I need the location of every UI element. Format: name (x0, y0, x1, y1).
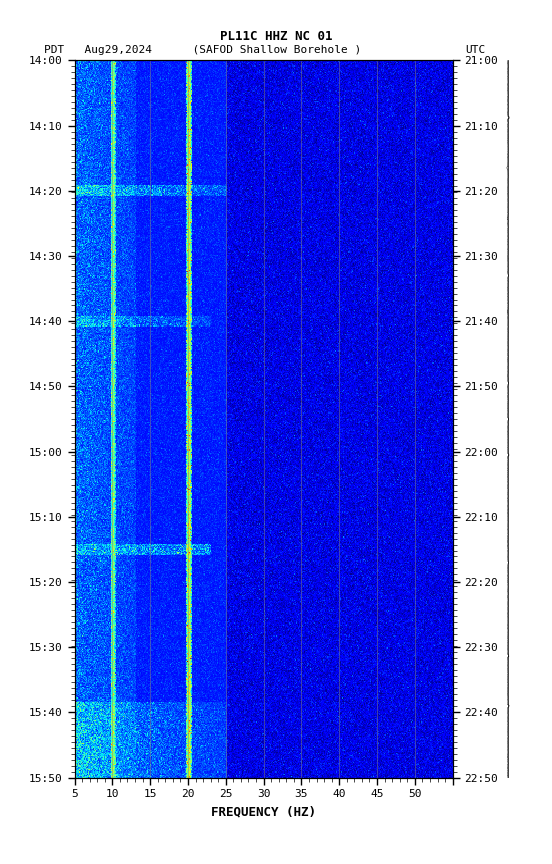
Text: PL11C HHZ NC 01: PL11C HHZ NC 01 (220, 30, 332, 43)
Text: PDT   Aug29,2024      (SAFOD Shallow Borehole ): PDT Aug29,2024 (SAFOD Shallow Borehole ) (44, 45, 362, 55)
X-axis label: FREQUENCY (HZ): FREQUENCY (HZ) (211, 805, 316, 818)
Text: UTC: UTC (465, 45, 486, 55)
